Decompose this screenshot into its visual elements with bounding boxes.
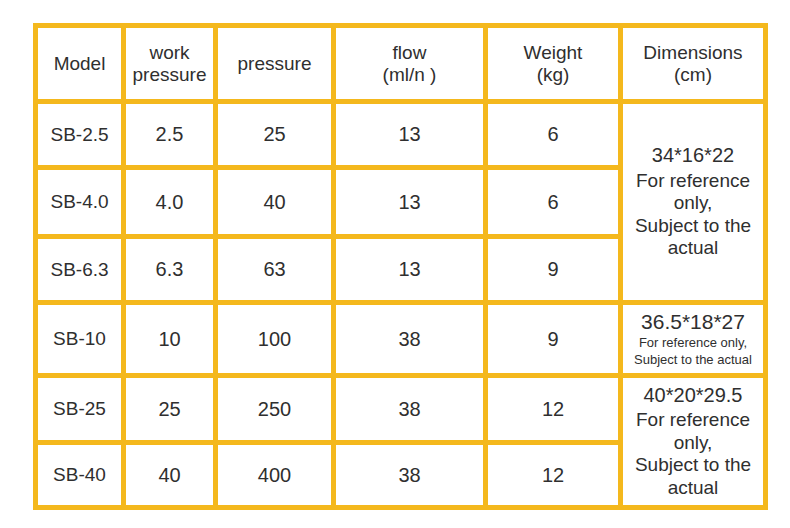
dimensions-size: 36.5*18*27 <box>627 310 759 334</box>
work-pressure-cell: 4.0 <box>124 168 216 237</box>
spec-table: Model work pressure pressure flow(ml/n )… <box>33 23 768 510</box>
work-pressure-cell: 6.3 <box>124 237 216 303</box>
pressure-cell: 400 <box>216 443 334 508</box>
model-cell: SB-2.5 <box>36 102 124 168</box>
work-pressure-cell: 2.5 <box>124 102 216 168</box>
dimensions-note-line1: For reference only, <box>627 409 759 454</box>
work-pressure-cell: 40 <box>124 443 216 508</box>
dimensions-note-line2: Subject to the actual <box>627 215 759 260</box>
flow-cell: 38 <box>334 376 486 443</box>
pressure-cell: 40 <box>216 168 334 237</box>
weight-cell: 6 <box>486 102 621 168</box>
weight-cell: 12 <box>486 376 621 443</box>
col-header-dimensions: Dimensions(cm) <box>621 26 766 102</box>
table-row: SB-10 10 100 38 9 36.5*18*27 For referen… <box>36 303 766 376</box>
dimensions-cell-sb10: 36.5*18*27 For reference only, Subject t… <box>621 303 766 376</box>
dimensions-cell-merged-2: 40*20*29.5 For reference only, Subject t… <box>621 376 766 508</box>
dimensions-note-line1: For reference only, <box>627 170 759 215</box>
col-header-dimensions-line2: (cm) <box>627 64 759 86</box>
model-cell: SB-25 <box>36 376 124 443</box>
col-header-flow-line1: flow <box>340 42 479 64</box>
table-row: SB-25 25 250 38 12 40*20*29.5 For refere… <box>36 376 766 443</box>
dimensions-note-line1: For reference only, <box>627 335 759 351</box>
flow-cell: 13 <box>334 237 486 303</box>
col-header-work-pressure: work pressure <box>124 26 216 102</box>
pressure-cell: 63 <box>216 237 334 303</box>
flow-cell: 38 <box>334 303 486 376</box>
pressure-cell: 250 <box>216 376 334 443</box>
pressure-cell: 25 <box>216 102 334 168</box>
table-row: SB-2.5 2.5 25 13 6 34*16*22 For referenc… <box>36 102 766 168</box>
dimensions-note-line2: Subject to the actual <box>627 352 759 368</box>
col-header-flow: flow(ml/n ) <box>334 26 486 102</box>
model-cell: SB-4.0 <box>36 168 124 237</box>
weight-cell: 9 <box>486 303 621 376</box>
model-cell: SB-40 <box>36 443 124 508</box>
work-pressure-cell: 25 <box>124 376 216 443</box>
col-header-flow-line2: (ml/n ) <box>340 64 479 86</box>
flow-cell: 38 <box>334 443 486 508</box>
weight-cell: 9 <box>486 237 621 303</box>
work-pressure-cell: 10 <box>124 303 216 376</box>
dimensions-cell-merged-1: 34*16*22 For reference only, Subject to … <box>621 102 766 303</box>
col-header-weight: Weight(kg) <box>486 26 621 102</box>
col-header-model: Model <box>36 26 124 102</box>
pressure-cell: 100 <box>216 303 334 376</box>
col-header-pressure: pressure <box>216 26 334 102</box>
weight-cell: 12 <box>486 443 621 508</box>
page: Model work pressure pressure flow(ml/n )… <box>0 0 790 528</box>
weight-cell: 6 <box>486 168 621 237</box>
dimensions-note-line2: Subject to the actual <box>627 454 759 499</box>
dimensions-size: 34*16*22 <box>627 144 759 168</box>
model-cell: SB-10 <box>36 303 124 376</box>
flow-cell: 13 <box>334 102 486 168</box>
dimensions-size: 40*20*29.5 <box>627 384 759 408</box>
flow-cell: 13 <box>334 168 486 237</box>
header-row: Model work pressure pressure flow(ml/n )… <box>36 26 766 102</box>
model-cell: SB-6.3 <box>36 237 124 303</box>
col-header-weight-line1: Weight <box>492 42 614 64</box>
col-header-weight-line2: (kg) <box>492 64 614 86</box>
col-header-dimensions-line1: Dimensions <box>627 42 759 64</box>
